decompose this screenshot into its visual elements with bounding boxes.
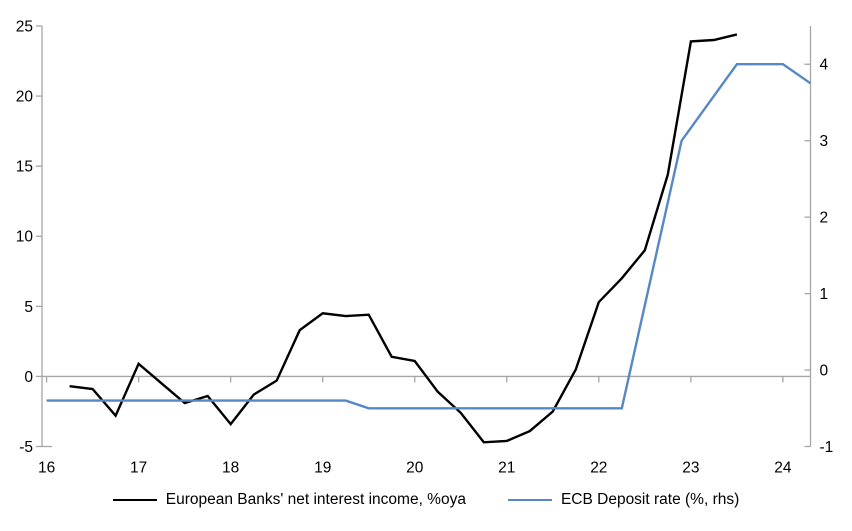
right-y-tick-label: 4 (820, 57, 829, 74)
right-y-axis: -1 0 1 2 3 4 (804, 26, 834, 456)
nii-line (69, 33, 738, 444)
legend-label-deposit-rate: ECB Deposit rate (%, rhs) (560, 491, 740, 508)
x-tick-label: 19 (314, 459, 331, 476)
left-y-tick-label: 5 (24, 299, 33, 316)
nii-line-swatch-icon (112, 499, 157, 501)
legend-item-deposit-rate: ECB Deposit rate (%, rhs) (507, 491, 740, 509)
chart-legend: European Banks' net interest income, %oy… (0, 491, 852, 509)
right-y-tick-label: 0 (820, 362, 829, 379)
left-y-tick-label: 20 (16, 89, 34, 106)
x-tick-label: 17 (130, 459, 147, 476)
left-y-tick-label: -5 (19, 439, 33, 456)
x-tick-label: 18 (222, 459, 239, 476)
left-y-axis: -5 0 5 10 15 20 25 (16, 18, 52, 456)
x-tick-label: 16 (38, 459, 55, 476)
x-tick-label: 20 (406, 459, 424, 476)
x-tick-label: 23 (682, 459, 699, 476)
x-axis: 16 17 18 19 20 21 22 23 24 (38, 376, 792, 476)
right-y-tick-label: -1 (820, 439, 834, 456)
right-y-tick-label: 2 (820, 210, 829, 227)
ecb-deposit-rate-line (46, 62, 812, 410)
left-y-tick-label: 0 (24, 369, 33, 386)
left-y-tick-label: 10 (16, 229, 34, 246)
deposit-rate-line-swatch-icon (507, 499, 552, 501)
left-y-tick-label: 25 (16, 18, 33, 35)
x-tick-label: 22 (590, 459, 607, 476)
right-y-tick-label: 1 (820, 286, 829, 303)
x-tick-label: 21 (498, 459, 515, 476)
legend-label-nii: European Banks' net interest income, %oy… (165, 491, 466, 508)
left-y-tick-label: 15 (16, 159, 33, 176)
x-tick-label: 24 (774, 459, 792, 476)
right-y-tick-label: 3 (820, 133, 829, 150)
legend-item-nii: European Banks' net interest income, %oy… (112, 491, 466, 509)
